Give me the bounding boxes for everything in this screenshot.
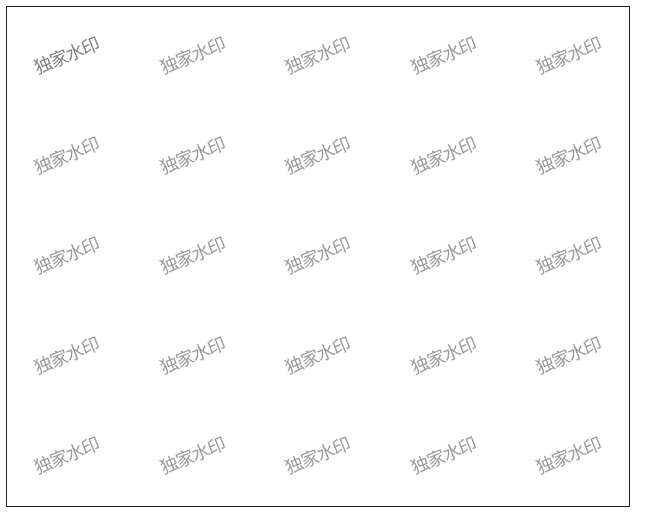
watermark-text: 独家水印	[31, 34, 103, 80]
watermark-text: 独家水印	[533, 234, 605, 280]
watermark-text: 独家水印	[407, 434, 479, 480]
watermark-text: 独家水印	[31, 334, 103, 380]
watermark-text: 独家水印	[156, 234, 228, 280]
watermark-text: 独家水印	[533, 334, 605, 380]
watermark-text: 独家水印	[533, 34, 605, 80]
watermark-text: 独家水印	[156, 334, 228, 380]
watermark-text: 独家水印	[31, 234, 103, 280]
watermark-text: 独家水印	[407, 134, 479, 180]
watermark-text: 独家水印	[407, 34, 479, 80]
watermark-text: 独家水印	[282, 134, 354, 180]
watermark-text: 独家水印	[31, 134, 103, 180]
watermark-text: 独家水印	[407, 334, 479, 380]
watermark-text: 独家水印	[31, 434, 103, 480]
watermark-text: 独家水印	[156, 134, 228, 180]
watermark-text: 独家水印	[407, 234, 479, 280]
watermark-text: 独家水印	[282, 334, 354, 380]
watermark-text: 独家水印	[282, 434, 354, 480]
watermark-text: 独家水印	[282, 34, 354, 80]
watermark-canvas: 独家水印 独家水印 独家水印 独家水印 独家水印 独家水印 独家水印 独家水印 独家水印 独家水印…	[6, 6, 630, 507]
watermark-text: 独家水印	[156, 34, 228, 80]
watermark-text: 独家水印	[282, 234, 354, 280]
watermark-text: 独家水印	[156, 434, 228, 480]
watermark-text: 独家水印	[533, 134, 605, 180]
watermark-text: 独家水印	[533, 434, 605, 480]
